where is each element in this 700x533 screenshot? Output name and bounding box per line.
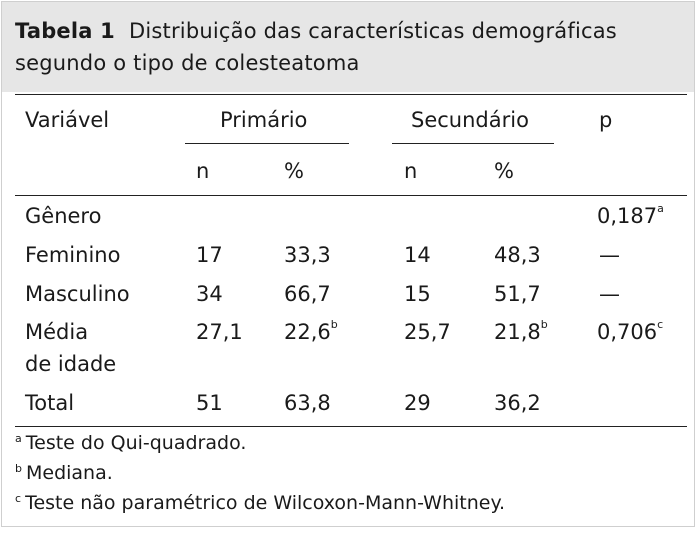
header-pct-primary: %: [284, 159, 304, 183]
caption-line-1: Tabela 1 Distribuição das características…: [15, 19, 617, 43]
header-primary: Primário: [220, 108, 308, 132]
row-gender-label: Gênero: [25, 204, 102, 228]
row-age-pct1: 22,6b: [284, 318, 338, 344]
secondary-group-rule: [392, 143, 554, 144]
row-male-pct2: 51,7: [494, 282, 541, 306]
row-total-n2: 29: [404, 391, 431, 415]
footnote-a: a Teste do Qui-quadrado.: [15, 432, 247, 454]
header-n-secondary: n: [404, 159, 418, 183]
header-secondary: Secundário: [411, 108, 529, 132]
row-male-pct1: 66,7: [284, 282, 331, 306]
row-age-p: 0,706c: [597, 318, 664, 344]
row-total-label: Total: [25, 391, 75, 415]
row-age-pct2: 21,8b: [494, 318, 548, 344]
row-male-n2: 15: [404, 282, 431, 306]
row-female-label: Feminino: [25, 243, 121, 267]
row-female-n1: 17: [196, 243, 223, 267]
row-female-n2: 14: [404, 243, 431, 267]
footnote-c: c Teste não paramétrico de Wilcoxon-Mann-…: [15, 492, 506, 514]
caption-title: Distribuição das características demográ…: [128, 19, 617, 43]
row-age-label-line2: de idade: [25, 352, 117, 376]
header-p: p: [599, 108, 613, 132]
top-rule: [15, 94, 687, 95]
header-n-primary: n: [196, 159, 210, 183]
row-female-pct2: 48,3: [494, 243, 541, 267]
row-male-n1: 34: [196, 282, 223, 306]
table-frame: Tabela 1 Distribuição das características…: [1, 1, 695, 527]
row-age-n2: 25,7: [404, 320, 451, 344]
caption-line-2: segundo o tipo de colesteatoma: [15, 51, 360, 75]
row-gender-p: 0,187a: [597, 202, 664, 228]
row-female-pct1: 33,3: [284, 243, 331, 267]
row-total-pct2: 36,2: [494, 391, 541, 415]
caption-label: Tabela 1: [15, 19, 115, 43]
row-age-label-line1: Média: [25, 320, 89, 344]
row-male-p: —: [599, 282, 620, 306]
header-rule: [15, 195, 687, 196]
header-pct-secondary: %: [494, 159, 514, 183]
row-total-n1: 51: [196, 391, 223, 415]
primary-group-rule: [185, 143, 349, 144]
bottom-rule: [15, 426, 687, 427]
header-variable: Variável: [25, 108, 110, 132]
row-female-p: —: [599, 243, 620, 267]
row-total-pct1: 63,8: [284, 391, 331, 415]
footnote-b: b Mediana.: [15, 462, 113, 484]
row-age-n1: 27,1: [196, 320, 243, 344]
row-male-label: Masculino: [25, 282, 130, 306]
table-caption: Tabela 1 Distribuição das características…: [2, 2, 694, 92]
